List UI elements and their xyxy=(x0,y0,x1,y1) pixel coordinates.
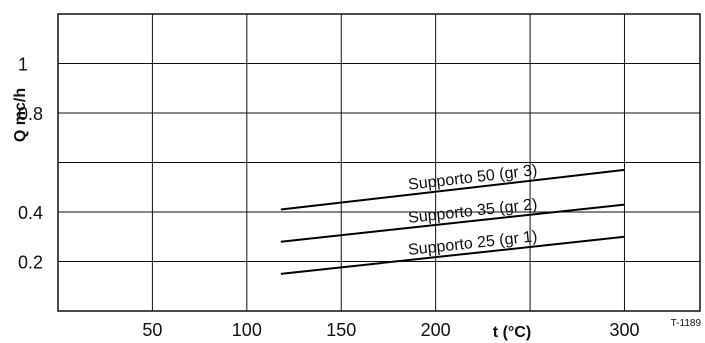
y-tick-label: 0.8 xyxy=(18,104,43,124)
x-tick-label: 150 xyxy=(326,320,356,340)
plot-frame xyxy=(57,13,701,312)
x-tick-label: 100 xyxy=(232,320,262,340)
series-label-3: Supporto 25 (gr 1) xyxy=(407,228,538,259)
y-tick-label: 1 xyxy=(18,55,28,75)
x-tick-label: 50 xyxy=(142,320,162,340)
y-tick-labels: 0.2 0.4 0.8 1 xyxy=(18,55,43,273)
y-axis-title: Q mc/h xyxy=(12,88,29,142)
series-line-1 xyxy=(280,168,625,211)
figure-code-label: T-1189 xyxy=(671,318,702,329)
series-group: Supporto 50 (gr 3)Supporto 35 (gr 2)Supp… xyxy=(280,162,625,275)
series-label-2: Supporto 35 (gr 2) xyxy=(407,196,538,227)
series-line-3 xyxy=(280,235,625,275)
x-tick-label: 300 xyxy=(609,320,639,340)
series-label-1: Supporto 50 (gr 3) xyxy=(407,162,538,194)
x-axis-title: t (°C) xyxy=(493,324,531,341)
y-tick-label: 0.4 xyxy=(18,203,43,223)
x-tick-label: 200 xyxy=(421,320,451,340)
x-tick-labels: 50 100 150 200 300 xyxy=(142,320,639,340)
series-line-2 xyxy=(280,203,625,243)
y-tick-label: 0.2 xyxy=(18,253,43,273)
y-gridlines xyxy=(58,63,700,262)
